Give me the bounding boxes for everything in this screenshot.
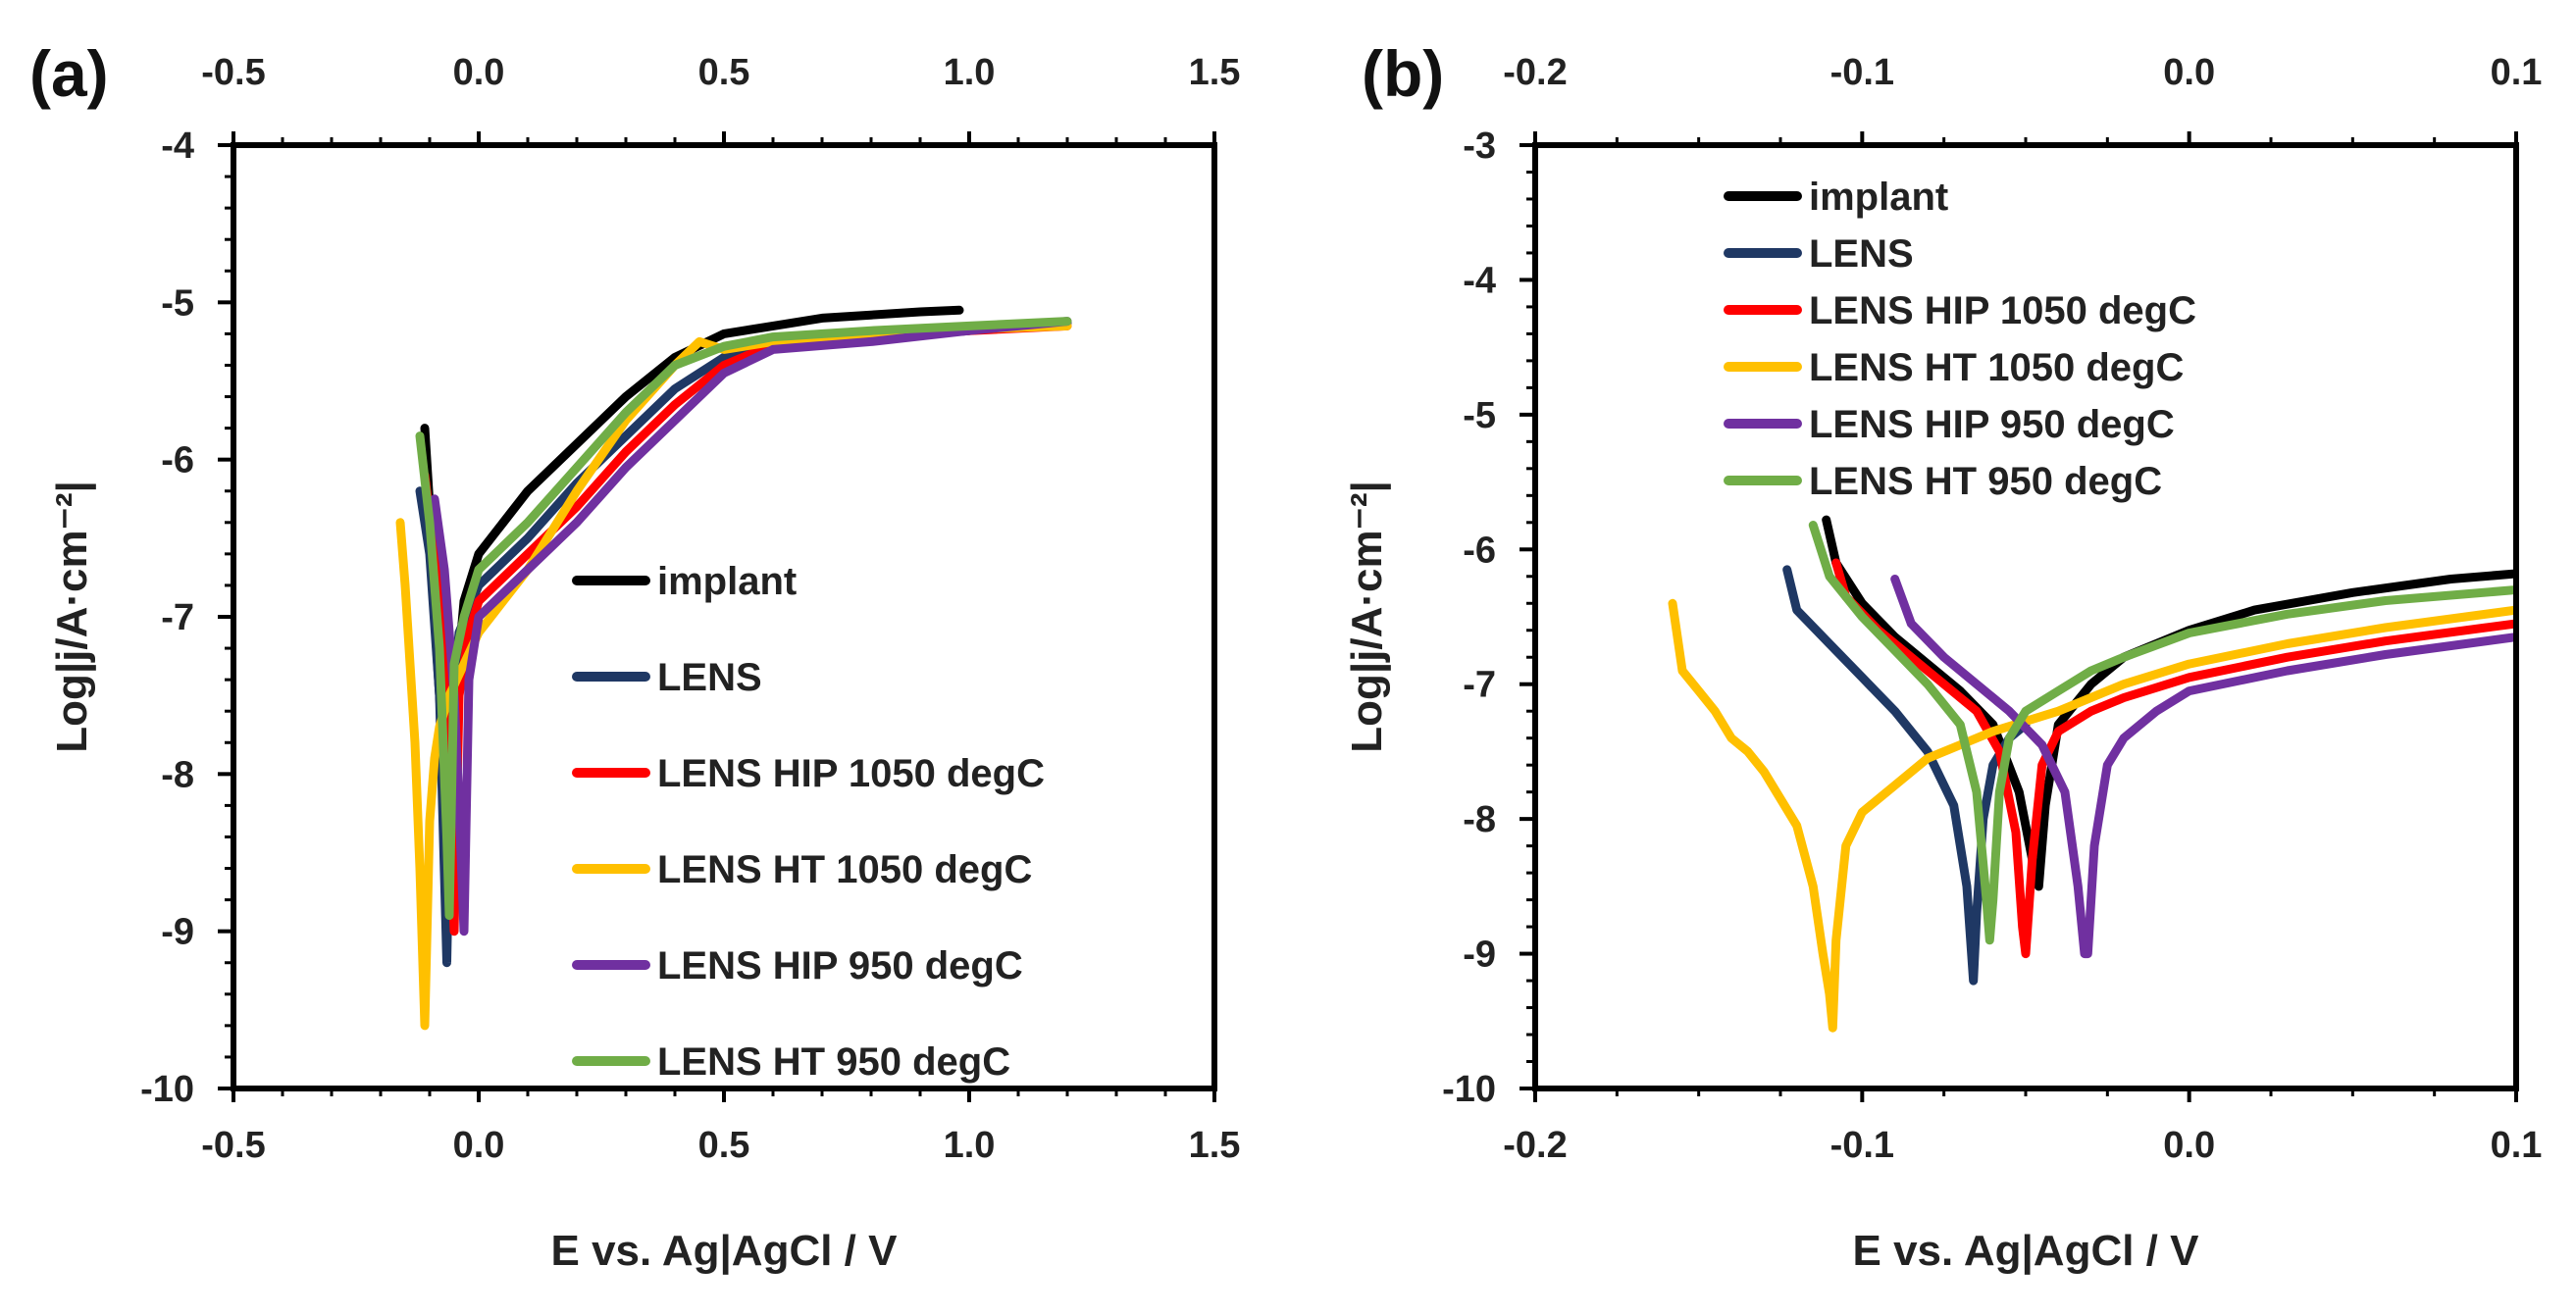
panel-a-ytick: -9 [161,912,194,953]
panel-a-legend-label: LENS HIP 950 degC [657,944,1023,987]
panel-b-xlabel: E vs. Ag|AgCl / V [1853,1227,2200,1276]
panel-b-series-lens-ht-950-degc [1808,521,2516,945]
panel-b-label: (b) [1362,37,1444,110]
panel-a-ytick: -10 [140,1069,194,1110]
panel-a-ylabel: Log|j/A·cm⁻²| [48,481,97,753]
panel-a-xtick-top: 1.0 [944,52,996,93]
panel-a-legend: implant LENS LENS HIP 1050 degC LENS HT 105… [572,560,1045,1084]
panel-a-ytick: -5 [161,282,194,324]
panel-a-legend-label: LENS [657,656,762,699]
panel-a-ytick: -8 [161,754,194,795]
panel-a-xtick-top: 0.0 [453,52,505,93]
panel-b-xtick-top: -0.1 [1830,52,1894,93]
panel-b-ytick: -9 [1463,935,1496,976]
panel-a-xtick-top: -0.5 [201,52,265,93]
panel-b-xtick-top: -0.2 [1503,52,1567,93]
panel-b-xtick-top: 0.0 [2163,52,2215,93]
panel-b-xtick-top: 0.1 [2491,52,2543,93]
panel-a-xtick-bottom: 1.5 [1189,1125,1241,1166]
panel-a-legend-label: LENS HIP 1050 degC [657,752,1045,795]
panel-a-xtick-top: 0.5 [698,52,750,93]
panel-a-series [395,305,1072,1031]
panel-a-legend-label: LENS HT 1050 degC [657,848,1032,891]
panel-a-xlabel: E vs. Ag|AgCl / V [551,1227,899,1276]
panel-b-legend: implant LENS LENS HIP 1050 degC LENS HT 105… [1724,176,2196,503]
panel-b-ticks: -0.2 -0.2 -0.1 -0.1 0.0 0.0 0.1 0.1 -3 -4 -5 -6 -7 -8… [1442,52,2542,1166]
panel-b-ytick: -4 [1463,260,1496,301]
panel-b-legend-label: LENS HIP 1050 degC [1809,289,2196,332]
panel-b-ytick: -10 [1442,1069,1496,1110]
panel-b-series-implant [1822,515,2516,891]
panel-a: (a) -0.5 -0.5 0.0 0.0 0.5 0.5 1.0 1.0 1.5 1.5 -4 -5… [29,37,1240,1276]
panel-b-ytick: -7 [1463,665,1496,706]
panel-a-xtick-bottom: 1.0 [944,1125,996,1166]
panel-b-xtick-bottom: -0.2 [1503,1125,1567,1166]
panel-a-xtick-top: 1.5 [1189,52,1241,93]
panel-b-ytick: -6 [1463,530,1496,571]
panel-a-xtick-bottom: 0.0 [453,1125,505,1166]
panel-a-ytick: -4 [161,126,194,167]
panel-b-legend-label: LENS HT 1050 degC [1809,346,2184,389]
panel-b-series-lens-hip-1050-degc [1831,558,2516,959]
panel-a-legend-label: implant [657,560,797,603]
panel-b-legend-label: LENS HT 950 degC [1809,460,2162,503]
panel-b: (b) -0.2 -0.2 -0.1 -0.1 0.0 0.0 0.1 0.1 -3 -4 -5 -6… [1343,37,2542,1276]
panel-a-xtick-bottom: 0.5 [698,1125,750,1166]
panel-b-legend-label: LENS HIP 950 degC [1809,403,2175,446]
panel-a-series-lens-hip-1050-degc [420,321,1072,936]
panel-b-legend-label: implant [1809,176,1948,219]
panel-b-ytick: -5 [1463,395,1496,436]
panel-a-ytick: -7 [161,597,194,638]
panel-b-series [1668,515,2516,1033]
panel-b-legend-label: LENS [1809,232,1914,276]
panel-b-series-lens [1782,565,2031,986]
panel-b-ylabel: Log|j/A·cm⁻²| [1343,481,1392,753]
panel-a-ytick: -6 [161,440,194,481]
panel-b-series-lens-hip-950-degc [1890,575,2516,959]
panel-a-ticks: -0.5 -0.5 0.0 0.0 0.5 0.5 1.0 1.0 1.5 1.5 -4 -5 -6 -7… [140,52,1240,1166]
panel-b-xtick-bottom: 0.0 [2163,1125,2215,1166]
panel-a-legend-label: LENS HT 950 degC [657,1040,1010,1084]
panel-b-xtick-bottom: -0.1 [1830,1125,1894,1166]
panel-a-series-lens-ht-950-degc [415,317,1072,921]
panel-a-series-lens-hip-950-degc [430,317,1072,936]
panel-b-xtick-bottom: 0.1 [2491,1125,2543,1166]
panel-b-series-lens-ht-1050-degc [1668,598,2516,1033]
panel-b-ytick: -3 [1463,126,1496,167]
panel-a-label: (a) [29,37,109,110]
panel-a-xtick-bottom: -0.5 [201,1125,265,1166]
panel-b-ytick: -8 [1463,799,1496,840]
